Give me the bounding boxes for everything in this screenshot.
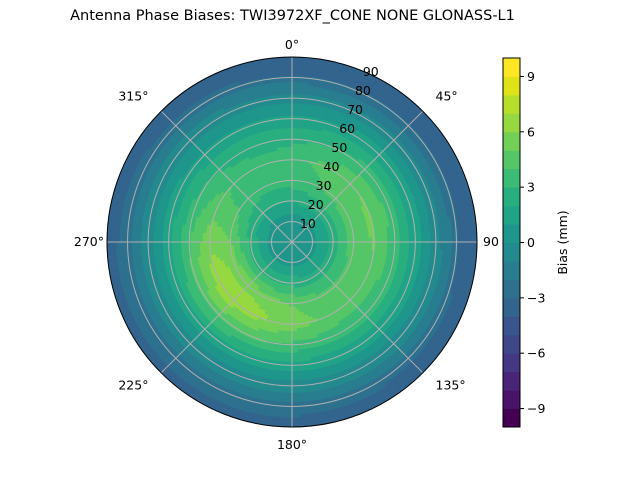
radial-tick-label: 90 xyxy=(363,64,379,79)
theta-tick-label: 0° xyxy=(285,37,299,52)
colorbar-tick-label: −9 xyxy=(527,401,545,416)
colorbar-tick-label: 6 xyxy=(527,124,535,139)
polar-grid xyxy=(107,57,477,427)
chart-title: Antenna Phase Biases: TWI3972XF_CONE NON… xyxy=(70,8,515,24)
polar-frame xyxy=(106,56,478,428)
axis-labels: 0° 45° 90 135° 180° 225° 270° 315° 10 20 30 40 50 60 7… xyxy=(74,37,499,452)
colorbar-tick-label: 3 xyxy=(527,180,535,195)
colorbar-tick-label: 0 xyxy=(527,235,535,250)
radial-tick-label: 40 xyxy=(324,159,340,174)
radial-tick-label: 10 xyxy=(300,216,316,231)
theta-tick-label: 270° xyxy=(74,234,104,249)
colorbar: −9 −6 −3 0 3 6 9 Bias (mm) xyxy=(502,57,570,428)
theta-tick-label: 45° xyxy=(436,88,458,103)
radial-tick-label: 80 xyxy=(355,83,371,98)
colorbar-tick-label: 9 xyxy=(527,69,535,84)
theta-tick-label: 225° xyxy=(118,378,148,393)
theta-tick-label: 90 xyxy=(483,234,499,249)
radial-tick-label: 20 xyxy=(308,197,324,212)
radial-tick-label: 60 xyxy=(339,121,355,136)
theta-tick-label: 135° xyxy=(436,378,466,393)
colorbar-label: Bias (mm) xyxy=(555,210,570,274)
theta-tick-label: 315° xyxy=(118,88,148,103)
theta-tick-label: 180° xyxy=(277,437,307,452)
colorbar-tick-label: −6 xyxy=(527,346,545,361)
radial-tick-label: 30 xyxy=(316,178,332,193)
colorbar-tick-label: −3 xyxy=(527,290,545,305)
polar-contour-fill xyxy=(107,57,477,427)
radial-tick-label: 70 xyxy=(347,102,363,117)
radial-tick-label: 50 xyxy=(331,140,347,155)
